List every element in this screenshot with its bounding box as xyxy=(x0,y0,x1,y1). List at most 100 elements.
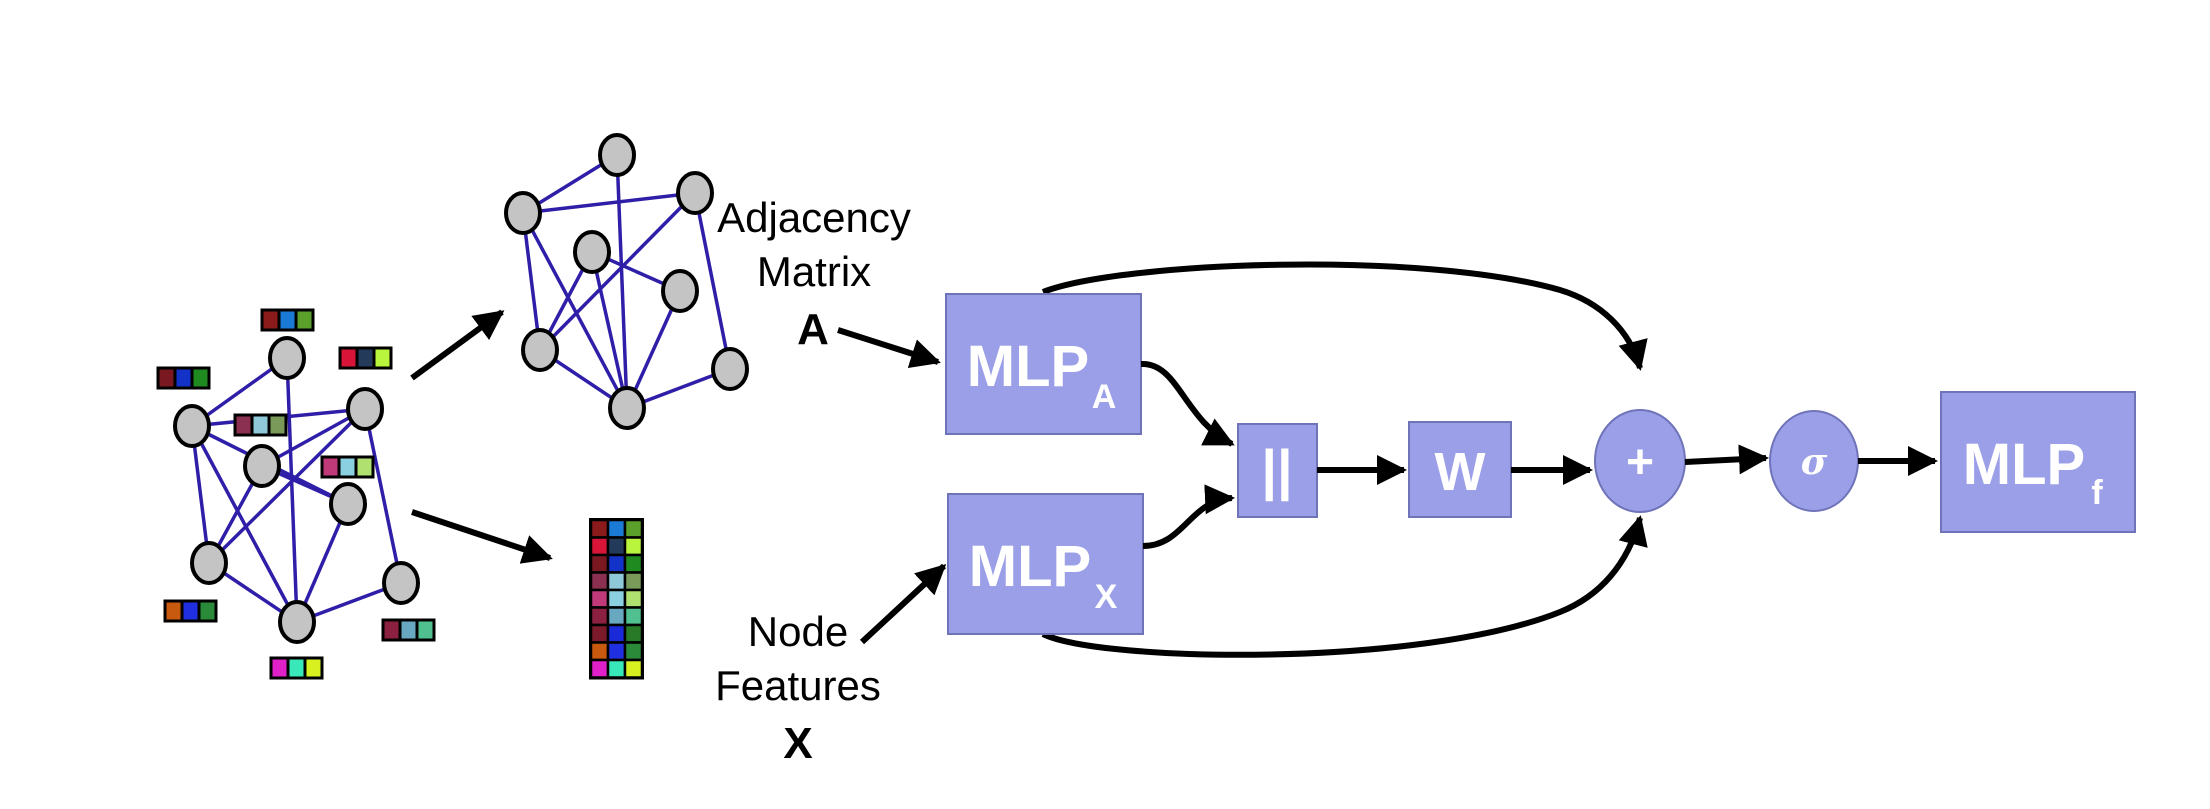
input-graph-edge xyxy=(190,425,299,623)
feature-matrix-cell xyxy=(589,588,610,609)
feature-matrix-cell xyxy=(606,658,627,679)
input-graph-edge xyxy=(363,408,403,584)
activation-node: σ xyxy=(1769,410,1859,512)
concat-symbol: || xyxy=(1261,438,1292,502)
feature-matrix-cell xyxy=(589,571,610,592)
adjacency-graph-node xyxy=(608,386,646,430)
mlp-a-label: MLP xyxy=(967,334,1089,399)
mlp-f-subscript: f xyxy=(2091,474,2103,512)
feature-matrix-cell xyxy=(606,641,627,662)
adjacency-graph-edge xyxy=(693,192,732,370)
adjacency-graph-node xyxy=(598,133,636,177)
feature-chip xyxy=(338,346,393,370)
concat-block: || xyxy=(1237,423,1318,518)
activation-symbol: σ xyxy=(1801,441,1828,483)
feature-chip xyxy=(260,308,315,332)
feature-chip xyxy=(269,656,324,680)
feature-matrix-cell xyxy=(606,553,627,574)
feature-matrix-cell xyxy=(623,606,644,627)
mlp-a-subscript: A xyxy=(1092,378,1117,416)
feature-matrix-cell xyxy=(606,606,627,627)
feature-chip xyxy=(163,599,218,623)
features-label-line2: Features xyxy=(715,662,881,709)
feature-matrix-cell xyxy=(623,623,644,644)
feature-matrix-cell xyxy=(623,518,644,539)
feature-matrix-cell xyxy=(606,536,627,557)
input-graph-nodes xyxy=(173,336,420,644)
adjacency-graph-edge xyxy=(522,191,696,215)
feature-matrix-cell xyxy=(606,518,627,539)
adjacency-graph-edge xyxy=(538,191,697,352)
adjacency-graph-node xyxy=(676,171,714,215)
features-label-line1: Node xyxy=(748,608,848,655)
adjacency-graph-node xyxy=(521,328,559,372)
input-graph-node xyxy=(329,482,367,526)
feature-chip xyxy=(233,413,288,437)
adjacency-graph-edge xyxy=(521,212,629,409)
feature-matrix-cell xyxy=(589,518,610,539)
feature-matrix-cell xyxy=(623,658,644,679)
adjacency-graph-node xyxy=(661,269,699,313)
sum-symbol: + xyxy=(1626,436,1654,489)
mlp-f-block: MLP f xyxy=(1940,391,2136,533)
feature-matrix-cell xyxy=(623,553,644,574)
adjacency-graph xyxy=(504,133,749,430)
feature-matrix-cell xyxy=(589,553,610,574)
node-feature-chips xyxy=(156,308,436,680)
input-graph-edge xyxy=(190,425,211,564)
adjacency-label-line2: Matrix xyxy=(757,248,871,295)
arrow-mlp-a-to-concat xyxy=(1140,360,1235,447)
input-graph-node xyxy=(278,600,316,644)
feature-matrix xyxy=(589,518,644,680)
mlp-x-label: MLP xyxy=(969,534,1091,599)
feature-matrix-cell xyxy=(623,571,644,592)
weight-label: W xyxy=(1435,442,1486,502)
input-graph-node xyxy=(346,387,384,431)
input-graph-node xyxy=(382,561,420,605)
feature-matrix-cell xyxy=(606,588,627,609)
adjacency-label-line1: Adjacency xyxy=(717,194,911,241)
adjacency-graph-node xyxy=(504,191,542,235)
feature-matrix-cell xyxy=(589,623,610,644)
input-graph xyxy=(156,308,436,680)
mlp-x-subscript: X xyxy=(1095,578,1118,616)
weight-block: W xyxy=(1408,421,1512,518)
feature-matrix-cell xyxy=(606,571,627,592)
feature-matrix-cell xyxy=(589,658,610,679)
arrow-mlp-x-to-concat xyxy=(1142,484,1235,549)
adjacency-graph-edge xyxy=(615,154,629,409)
feature-chip xyxy=(320,455,375,479)
mlp-x-block: MLP X xyxy=(947,493,1144,635)
feature-matrix-cell xyxy=(623,641,644,662)
mlp-f-label: MLP xyxy=(1963,432,2085,497)
feature-chip xyxy=(156,366,211,390)
feature-chip xyxy=(381,618,436,642)
skip-arrow-a-to-sum xyxy=(1041,261,1648,371)
features-symbol: X xyxy=(783,719,812,768)
arrow-to-adjacency xyxy=(410,309,505,381)
adjacency-symbol: A xyxy=(797,305,829,354)
input-graph-edge xyxy=(285,357,299,623)
arrow-x-to-mlp-x xyxy=(859,563,947,645)
input-graph-node xyxy=(173,404,211,448)
sum-node: + xyxy=(1594,409,1686,513)
feature-matrix-cell xyxy=(623,536,644,557)
feature-matrix-cell xyxy=(623,588,644,609)
adjacency-graph-edge xyxy=(521,212,542,351)
skip-arrow-x-to-sum xyxy=(1041,515,1648,658)
feature-matrix-cell xyxy=(589,641,610,662)
feature-matrix-cell xyxy=(589,606,610,627)
adjacency-graph-nodes xyxy=(504,133,749,430)
adjacency-graph-edge xyxy=(590,251,629,409)
input-graph-node xyxy=(268,336,306,380)
adjacency-graph-node xyxy=(573,230,611,274)
adjacency-graph-node xyxy=(711,347,749,391)
input-graph-node xyxy=(190,541,228,585)
arrow-to-features xyxy=(411,509,553,564)
feature-matrix-cell xyxy=(606,623,627,644)
input-graph-edge xyxy=(207,407,367,565)
arrow-sum-to-activation xyxy=(1684,444,1769,475)
input-graph-node xyxy=(243,444,281,488)
feature-matrix-cell xyxy=(589,536,610,557)
